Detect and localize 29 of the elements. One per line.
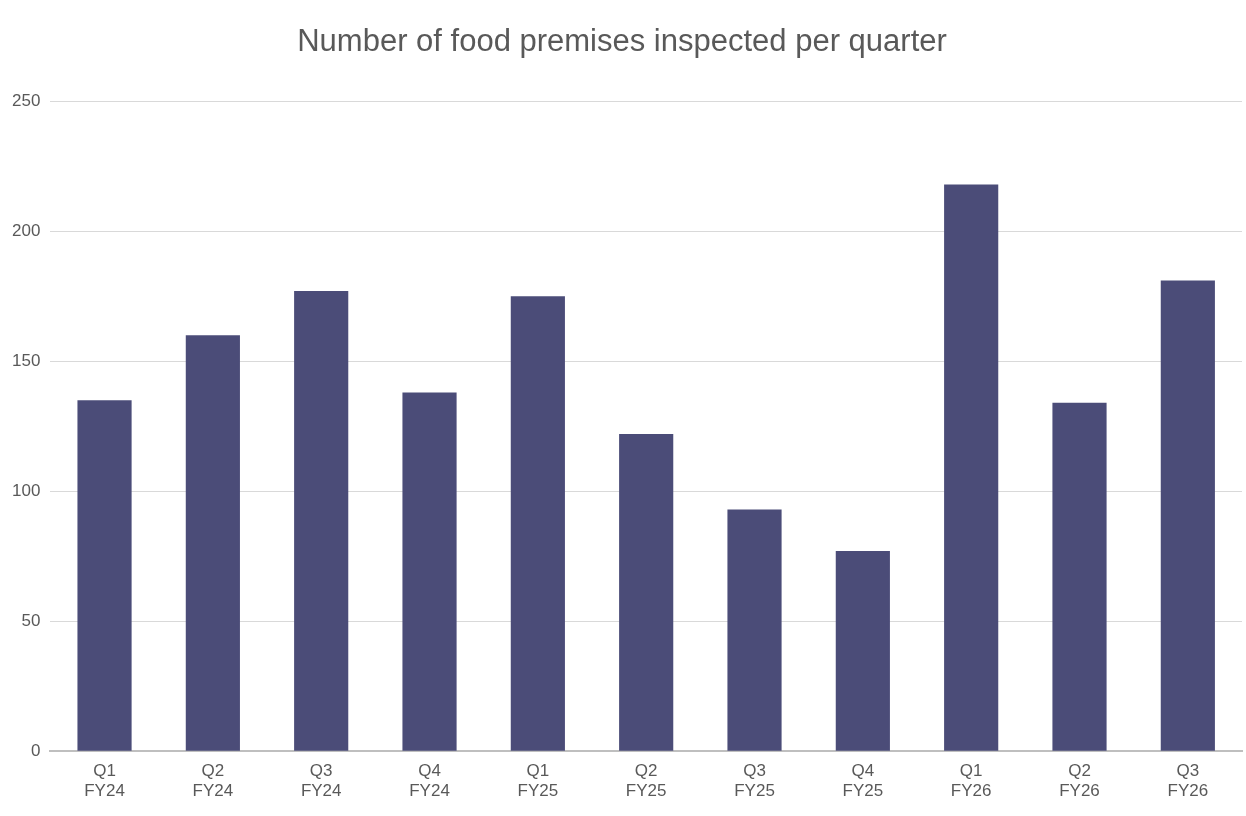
- x-tick-label: Q2 FY25: [625, 761, 667, 801]
- y-tick-label: 200: [11, 220, 41, 240]
- y-tick-label: 0: [30, 740, 41, 760]
- bar: [185, 335, 240, 751]
- y-tick-label: 150: [11, 350, 41, 370]
- bar: [944, 184, 999, 751]
- bar: [1052, 402, 1107, 751]
- bar: [1160, 280, 1215, 751]
- bar: [510, 296, 565, 751]
- bar: [619, 434, 674, 751]
- x-tick-label: Q3 FY26: [1167, 761, 1209, 801]
- y-tick-label: 100: [11, 480, 41, 500]
- x-tick-label: Q1 FY25: [517, 761, 559, 801]
- x-tick-label: Q3 FY24: [300, 761, 342, 801]
- x-tick-label: Q4 FY25: [842, 761, 884, 801]
- x-tick-label: Q1 FY24: [84, 761, 125, 801]
- bar: [727, 509, 782, 751]
- x-tick-label: Q1 FY26: [950, 761, 992, 801]
- y-tick-label: 50: [21, 610, 41, 630]
- x-tick-label: Q3 FY25: [734, 761, 775, 801]
- bar: [77, 400, 132, 751]
- x-tick-label: Q4 FY24: [409, 761, 450, 801]
- bar: [294, 291, 349, 751]
- y-tick-label: 250: [11, 90, 41, 110]
- chart-title: Number of food premises inspected per quarter: [297, 23, 947, 59]
- x-tick-label: Q2 FY26: [1059, 761, 1100, 801]
- bar: [402, 392, 457, 751]
- bar: [835, 551, 890, 751]
- x-tick-label: Q2 FY24: [192, 761, 234, 801]
